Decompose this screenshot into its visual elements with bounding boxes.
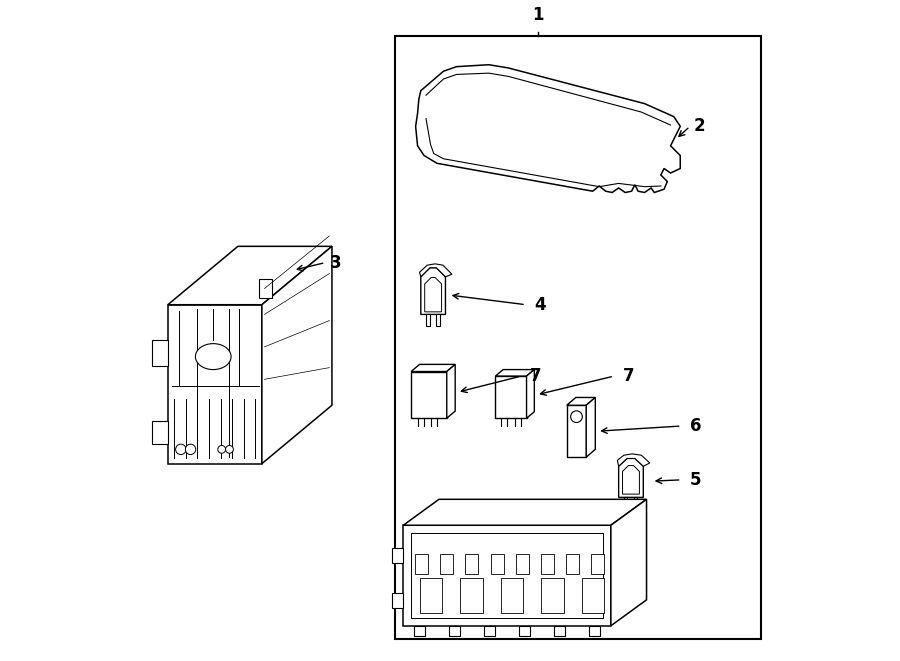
Polygon shape	[518, 626, 530, 635]
Polygon shape	[617, 454, 650, 466]
Text: 4: 4	[535, 295, 546, 314]
Polygon shape	[566, 554, 580, 574]
Polygon shape	[623, 465, 639, 494]
Polygon shape	[151, 422, 167, 444]
Bar	[395, 36, 761, 639]
Polygon shape	[581, 578, 605, 613]
Polygon shape	[491, 554, 504, 574]
Circle shape	[226, 446, 233, 453]
Polygon shape	[634, 497, 637, 508]
Polygon shape	[500, 578, 523, 613]
Text: 3: 3	[330, 254, 342, 272]
Polygon shape	[419, 264, 452, 277]
Text: 2: 2	[693, 118, 705, 136]
Text: 5: 5	[690, 471, 701, 489]
Polygon shape	[611, 499, 646, 626]
Polygon shape	[567, 405, 586, 457]
Polygon shape	[415, 554, 428, 574]
Polygon shape	[411, 364, 455, 371]
Circle shape	[571, 411, 582, 422]
Polygon shape	[167, 305, 262, 463]
Polygon shape	[495, 376, 526, 418]
Polygon shape	[411, 371, 446, 418]
Polygon shape	[151, 340, 167, 366]
Polygon shape	[262, 247, 332, 463]
Polygon shape	[554, 626, 565, 635]
Polygon shape	[586, 397, 595, 457]
Polygon shape	[167, 247, 332, 305]
Polygon shape	[541, 554, 554, 574]
Polygon shape	[449, 626, 461, 635]
Polygon shape	[392, 547, 403, 563]
Polygon shape	[416, 65, 680, 192]
Circle shape	[176, 444, 186, 455]
Polygon shape	[483, 626, 495, 635]
Polygon shape	[414, 626, 426, 635]
Polygon shape	[425, 278, 442, 312]
Polygon shape	[526, 369, 535, 418]
Circle shape	[185, 444, 195, 455]
Polygon shape	[567, 397, 595, 405]
Text: 6: 6	[690, 417, 701, 435]
Polygon shape	[624, 497, 627, 508]
Polygon shape	[589, 626, 600, 635]
Polygon shape	[541, 578, 563, 613]
Polygon shape	[403, 499, 646, 525]
Polygon shape	[403, 525, 611, 626]
Polygon shape	[421, 268, 446, 315]
Ellipse shape	[195, 344, 231, 369]
Polygon shape	[426, 315, 430, 326]
Text: 1: 1	[532, 6, 544, 24]
Polygon shape	[591, 554, 605, 574]
Polygon shape	[411, 533, 603, 618]
Polygon shape	[495, 369, 535, 376]
Polygon shape	[392, 593, 403, 608]
Polygon shape	[419, 578, 442, 613]
Polygon shape	[618, 459, 644, 497]
Text: 7: 7	[623, 367, 634, 385]
Polygon shape	[440, 554, 454, 574]
Polygon shape	[446, 364, 455, 418]
Polygon shape	[258, 279, 272, 298]
Polygon shape	[516, 554, 529, 574]
Polygon shape	[465, 554, 479, 574]
Polygon shape	[460, 578, 482, 613]
Circle shape	[218, 446, 226, 453]
Text: 7: 7	[530, 367, 542, 385]
Polygon shape	[436, 315, 440, 326]
